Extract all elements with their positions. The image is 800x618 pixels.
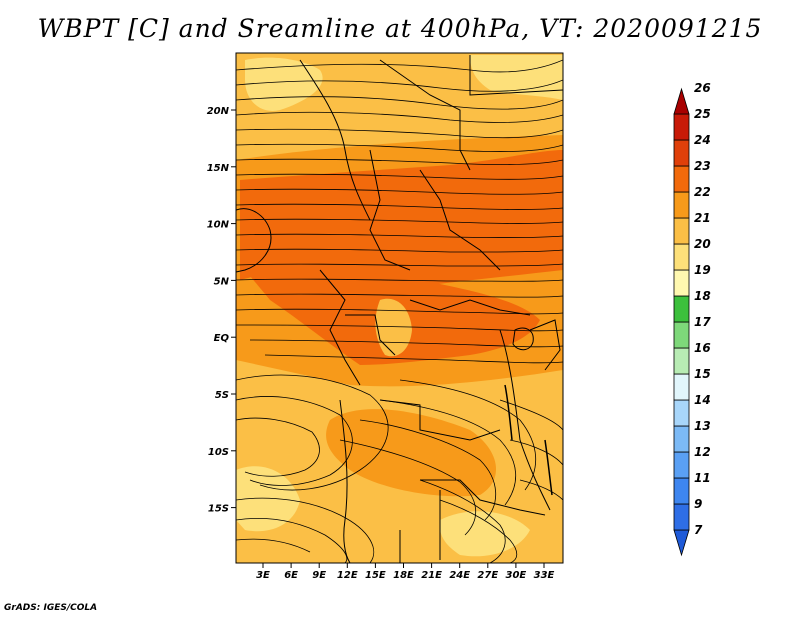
lat-label: 5N	[214, 276, 230, 287]
lake-malawi	[544, 439, 553, 496]
colorbar-segment	[673, 503, 690, 531]
wbpt-patch-20-nw	[245, 57, 323, 111]
lat-label: EQ	[214, 333, 230, 344]
lon-label: 18E	[393, 570, 414, 581]
colorbar-label: 9	[694, 497, 702, 511]
colorbar-low-arrow	[673, 529, 690, 557]
colorbar-label: 12	[694, 445, 711, 459]
lon-label: 33E	[534, 570, 555, 581]
colorbar-label: 15	[694, 367, 711, 381]
streamlines	[236, 59, 563, 563]
lon-label: 3E	[256, 570, 270, 581]
wbpt-patch-20-south	[439, 511, 530, 557]
colorbar-segment	[673, 113, 690, 141]
colorbar-segment	[673, 373, 690, 401]
lon-label: 12E	[337, 570, 358, 581]
colorbar-legend: 7 9 11 12 13 14 15 16 17 18 19 20 21 22 23 24 25 26	[673, 81, 711, 557]
lon-label: 24E	[449, 570, 470, 581]
longitude-axis: 3E 6E 9E 12E 15E 18E 21E 24E 27E 30E 33E	[256, 563, 555, 581]
colorbar-label: 26	[694, 81, 711, 95]
lon-label: 21E	[421, 570, 442, 581]
colorbar-label: 25	[694, 107, 711, 121]
latitude-axis: 20N 15N 10N 5N EQ 5S 10S 15S	[207, 106, 236, 515]
colorbar-label: 13	[694, 419, 711, 433]
lon-label: 15E	[365, 570, 386, 581]
wbpt-patch-20-ne	[470, 55, 563, 100]
colorbar-segment	[673, 165, 690, 193]
plot-frame	[235, 52, 564, 564]
colorbar-label: 19	[694, 263, 711, 277]
lat-label: 10N	[207, 220, 230, 231]
colorbar-segment	[673, 269, 690, 297]
colorbar-label: 17	[694, 315, 711, 329]
colorbar-label: 14	[694, 393, 711, 407]
lon-label: 30E	[506, 570, 527, 581]
colorbar-segment	[673, 243, 690, 271]
colorbar-label: 16	[694, 341, 711, 355]
colorbar-segment	[673, 139, 690, 167]
colorbar-label: 22	[694, 185, 711, 199]
colorbar-segment	[673, 347, 690, 375]
lon-label: 6E	[284, 570, 298, 581]
colorbar-high-arrow	[673, 87, 690, 115]
colorbar-label: 7	[694, 523, 703, 537]
colorbar-segment	[673, 191, 690, 219]
colorbar-label: 23	[694, 159, 711, 173]
lat-label: 20N	[207, 106, 230, 117]
lon-label: 9E	[312, 570, 326, 581]
wbpt-patch-20-sw	[236, 466, 300, 532]
wbpt-band-23-north	[240, 150, 563, 285]
lat-label: 5S	[215, 390, 229, 401]
colorbar-label: 20	[694, 237, 711, 251]
colorbar-label: 21	[694, 211, 711, 225]
colorbar-segment	[673, 425, 690, 453]
colorbar-label: 18	[694, 289, 711, 303]
colorbar-segment	[673, 477, 690, 505]
lat-label: 15S	[208, 504, 229, 515]
wbpt-patch-22-south	[326, 409, 497, 497]
lat-label: 10S	[208, 447, 229, 458]
colorbar-segment	[673, 217, 690, 245]
lat-label: 15N	[207, 163, 230, 174]
country-boundaries	[236, 55, 563, 563]
colorbar-segment	[673, 399, 690, 427]
map-title: WBPT [C] and Sreamline at 400hPa, VT: 20…	[37, 14, 763, 43]
lake-tanganyika	[504, 384, 513, 441]
lon-label: 27E	[477, 570, 498, 581]
grads-credit: GrADS: IGES/COLA	[4, 603, 98, 613]
colorbar-segment	[673, 295, 690, 323]
colorbar-label: 11	[694, 471, 711, 485]
colorbar-segment	[673, 321, 690, 349]
lake-victoria	[512, 327, 534, 351]
colorbar-segment	[673, 451, 690, 479]
colorbar-label: 24	[694, 133, 711, 147]
